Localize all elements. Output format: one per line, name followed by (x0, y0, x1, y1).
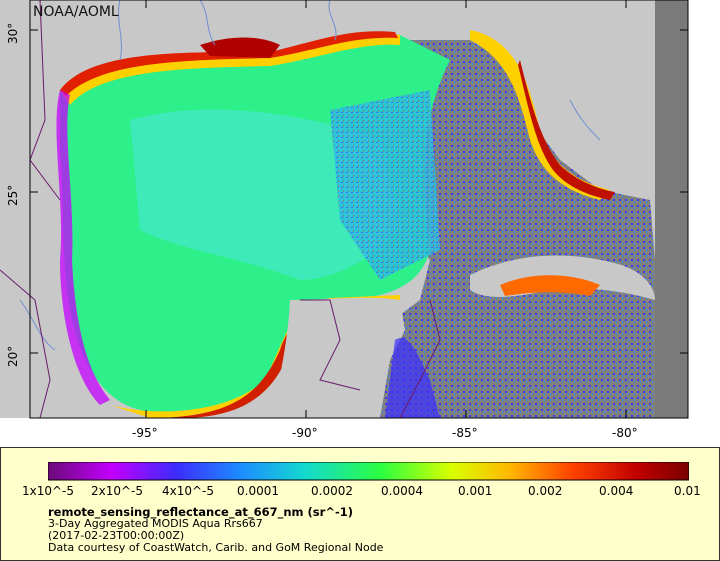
lat-label-20: 20° (6, 345, 20, 367)
colorbar-tick-3: 0.0001 (237, 484, 279, 498)
legend-title: remote_sensing_reflectance_at_667_nm (sr… (48, 505, 353, 519)
colorbar-tick-6: 0.001 (458, 484, 493, 498)
colorbar-tick-1: 2x10^-5 (91, 484, 144, 498)
lat-label-25: 25° (6, 184, 20, 206)
lon-label-85: -85° (452, 426, 478, 440)
west-coast-purple (56, 90, 110, 405)
north-coast-red (60, 31, 398, 96)
mixed-water (330, 90, 440, 280)
no-data-region (655, 0, 688, 418)
colorbar-tick-5: 0.0004 (381, 484, 423, 498)
florida-coast-turbid (470, 30, 610, 200)
gulf-of-mexico-map (0, 0, 689, 419)
borders (0, 0, 441, 419)
colorbar-tick-8: 0.004 (599, 484, 634, 498)
north-coast-turbid (60, 34, 400, 105)
lon-label-95: -95° (132, 426, 158, 440)
watermark-text: NOAA/AOML (33, 4, 119, 20)
colorbar-tick-2: 4x10^-5 (162, 484, 215, 498)
colorbar-tick-9: 0.01 (674, 484, 701, 498)
legend-line-3: Data courtesy of CoastWatch, Carib. and … (48, 541, 384, 554)
florida-land (470, 0, 655, 200)
legend-line-1: 3-Day Aggregated MODIS Aqua Rrs667 (48, 517, 263, 530)
lon-label-80: -80° (612, 426, 638, 440)
lon-ticks (145, 0, 627, 418)
legend-line-2: (2017-02-23T00:00:00Z) (48, 529, 185, 542)
yucatan-land (270, 297, 405, 418)
lat-label-30: 30° (6, 22, 20, 44)
lat-ticks (30, 29, 688, 354)
rivers (19, 0, 601, 351)
colorbar (48, 462, 689, 481)
lon-label-90: -90° (292, 426, 318, 440)
colorbar-tick-7: 0.002 (528, 484, 563, 498)
colorbar-tick-4: 0.0002 (311, 484, 353, 498)
colorbar-gradient (48, 462, 689, 480)
central-gulf-cyan (130, 109, 400, 280)
caribbean-water (380, 300, 655, 418)
map-frame (29, 0, 689, 419)
colorbar-tick-0: 1x10^-5 (22, 484, 75, 498)
